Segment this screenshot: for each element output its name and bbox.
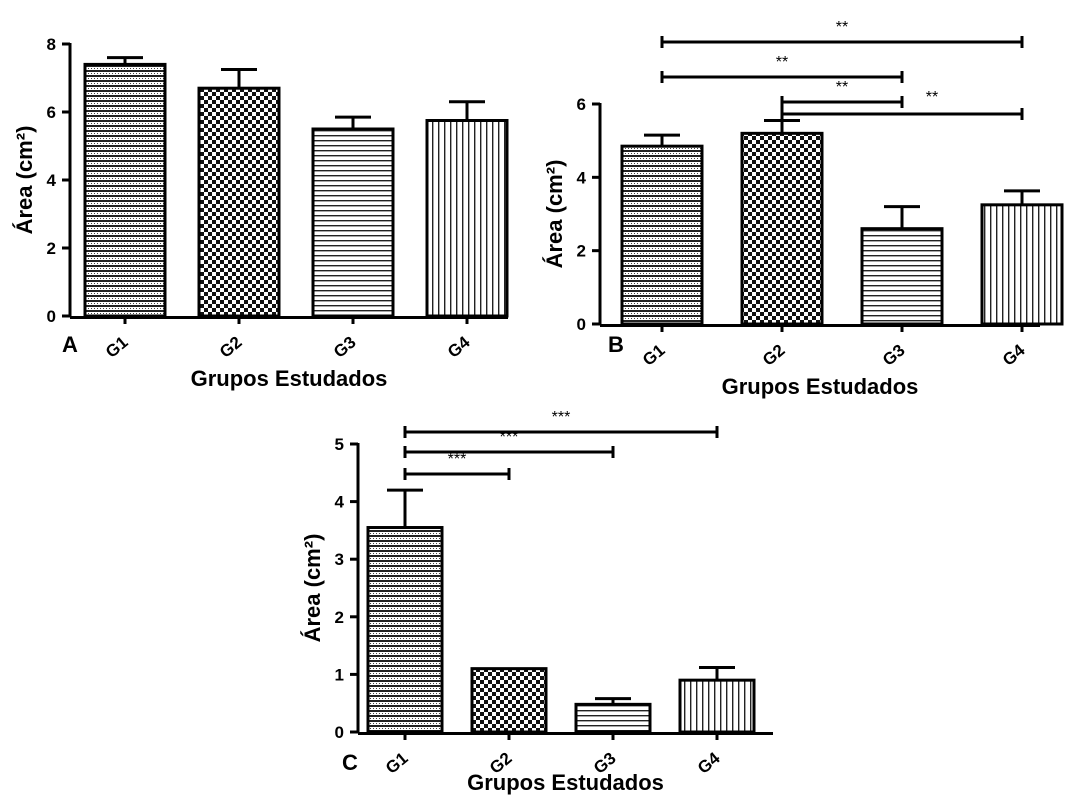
bar-g4	[980, 203, 1064, 326]
chart-panel-a: 0 2 4 6 8 G1 G2 G3 G4 Grupos Estudados Área (cm²) A	[12, 35, 509, 391]
x-tick-label: G1	[382, 749, 412, 778]
x-tick-label: G1	[102, 333, 132, 362]
bar-g4	[425, 119, 509, 318]
y-axis-title: Área (cm²)	[12, 126, 37, 235]
bar-g2	[470, 667, 548, 734]
significance-label: **	[926, 89, 938, 106]
significance-label: ***	[500, 429, 519, 446]
panel-label: B	[608, 332, 624, 357]
panel-label: C	[342, 750, 358, 775]
x-axis-title: Grupos Estudados	[722, 374, 919, 399]
x-tick-label: G1	[639, 341, 669, 370]
y-tick-label: 2	[335, 608, 344, 627]
y-tick-label: 8	[47, 35, 56, 54]
y-tick-label: 0	[577, 315, 586, 334]
bar-g4	[678, 678, 756, 734]
bar-g3	[860, 227, 944, 326]
bar-g1	[620, 144, 704, 326]
y-tick-label: 2	[47, 239, 56, 258]
x-tick-label: G3	[330, 333, 360, 362]
significance-label: **	[836, 79, 848, 96]
bar-g2	[197, 86, 281, 318]
significance-label: ***	[552, 409, 571, 426]
y-tick-label: 2	[577, 242, 586, 261]
bar-g1	[366, 526, 444, 734]
y-tick-label: 4	[47, 171, 57, 190]
y-tick-label: 4	[577, 168, 587, 187]
bar-g3	[311, 127, 395, 318]
x-tick-label: G4	[694, 748, 724, 777]
x-axis-title: Grupos Estudados	[191, 366, 388, 391]
y-tick-label: 6	[577, 95, 586, 114]
bar-g2	[740, 131, 824, 326]
y-tick-label: 0	[335, 723, 344, 742]
y-axis-title: Área (cm²)	[542, 160, 567, 269]
x-tick-label: G4	[999, 340, 1029, 369]
x-tick-label: G4	[444, 332, 474, 361]
x-tick-label: G2	[216, 333, 246, 362]
panel-label: A	[62, 332, 78, 357]
y-tick-label: 6	[47, 103, 56, 122]
x-tick-label: G3	[879, 341, 909, 370]
bar-g1	[83, 62, 167, 318]
y-tick-label: 1	[335, 665, 344, 684]
significance-label: **	[836, 19, 848, 36]
y-tick-label: 4	[335, 493, 345, 512]
chart-panel-b: 0 2 4 6 G1 G2 G3 G4 Grupos Estudados Área (cm²) B *…	[542, 19, 1064, 399]
bar-g3	[574, 702, 652, 734]
y-axis-title: Área (cm²)	[300, 534, 325, 643]
y-tick-label: 0	[47, 307, 56, 326]
y-tick-label: 5	[335, 435, 344, 454]
y-tick-label: 3	[335, 550, 344, 569]
x-tick-label: G2	[759, 341, 789, 370]
x-axis-title: Grupos Estudados	[467, 770, 664, 795]
significance-label: **	[776, 54, 788, 71]
significance-label: ***	[448, 451, 467, 468]
